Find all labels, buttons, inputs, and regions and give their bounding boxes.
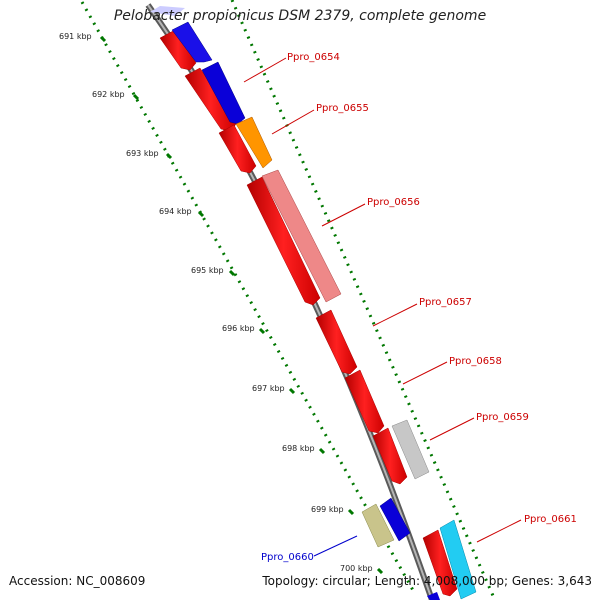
gene-arrow-reverse[interactable]	[379, 497, 411, 542]
major-tick	[197, 210, 205, 218]
cds-track	[159, 29, 458, 597]
kbp-label: 693 kbp	[126, 149, 159, 158]
gene-block[interactable]	[261, 169, 342, 303]
gene-arrow[interactable]	[246, 176, 321, 306]
major-ticks	[99, 35, 384, 575]
gene-arrow[interactable]	[315, 309, 358, 375]
major-tick	[376, 567, 384, 575]
gene-block[interactable]	[361, 503, 395, 548]
gene-block[interactable]	[150, 6, 185, 16]
major-tick	[288, 387, 296, 395]
label-leaders	[243, 57, 522, 557]
major-tick	[347, 508, 355, 516]
kbp-label: 700 kbp	[340, 564, 373, 573]
gene-label-ppro-0659[interactable]: Ppro_0659	[476, 412, 529, 423]
outer-tick-line	[230, 0, 496, 599]
kbp-label: 697 kbp	[252, 384, 285, 393]
inner-tick-line	[80, 1, 416, 593]
kbp-label: 692 kbp	[92, 90, 125, 99]
kbp-label: 696 kbp	[222, 324, 255, 333]
kbp-tick-labels: 691 kbp 692 kbp 693 kbp 694 kbp 695 kbp …	[59, 32, 373, 573]
gene-arrow[interactable]	[218, 124, 257, 174]
gene-label-ppro-0658[interactable]: Ppro_0658	[449, 356, 502, 367]
gene-block[interactable]	[427, 592, 440, 600]
gene-label-ppro-0654[interactable]: Ppro_0654	[287, 52, 340, 63]
gene-arrow[interactable]	[344, 369, 385, 434]
kbp-label: 694 kbp	[159, 207, 192, 216]
gene-block[interactable]	[391, 419, 430, 480]
major-tick	[99, 35, 107, 43]
kbp-label: 695 kbp	[191, 266, 224, 275]
gene-arrow[interactable]	[372, 427, 408, 485]
gene-label-ppro-0657[interactable]: Ppro_0657	[419, 297, 472, 308]
kbp-label: 698 kbp	[282, 444, 315, 453]
major-tick	[132, 93, 140, 101]
gene-arrow[interactable]	[422, 529, 458, 597]
kbp-label: 699 kbp	[311, 505, 344, 514]
major-tick	[258, 327, 266, 335]
genome-summary: Topology: circular; Length: 4,008,000 bp…	[262, 574, 592, 588]
gene-arrow[interactable]	[159, 29, 197, 71]
major-tick	[165, 152, 173, 160]
gene-track	[150, 6, 477, 600]
gene-block[interactable]	[439, 519, 477, 600]
accession-label: Accession: NC_008609	[9, 574, 146, 588]
gene-label-ppro-0661[interactable]: Ppro_0661	[524, 514, 577, 525]
gene-block[interactable]	[171, 21, 213, 63]
gene-label-ppro-0660[interactable]: Ppro_0660	[261, 552, 314, 563]
gene-block[interactable]	[201, 61, 246, 125]
gene-label-ppro-0655[interactable]: Ppro_0655	[316, 103, 369, 114]
kbp-label: 691 kbp	[59, 32, 92, 41]
gene-label-ppro-0656[interactable]: Ppro_0656	[367, 197, 420, 208]
major-tick	[228, 269, 236, 277]
gene-labels: Ppro_0654 Ppro_0655 Ppro_0656 Ppro_0657 …	[261, 52, 577, 563]
major-tick	[318, 447, 326, 455]
gene-block[interactable]	[235, 116, 273, 169]
map-title: Pelobacter propionicus DSM 2379, complet…	[113, 8, 487, 24]
